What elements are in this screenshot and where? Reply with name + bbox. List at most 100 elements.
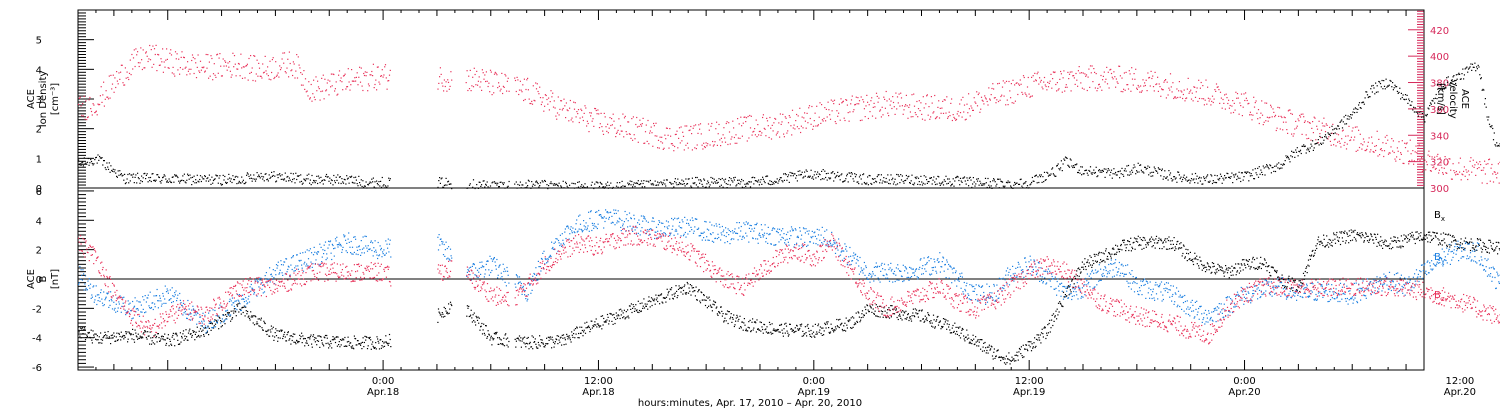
data-point [1314,143,1316,145]
data-point [1081,72,1083,74]
data-point [613,317,615,319]
data-point [786,179,788,181]
data-point [1253,96,1255,98]
data-point [1072,166,1074,169]
data-point [652,298,654,300]
data-point [389,178,391,180]
data-point [1249,111,1251,113]
data-point [1147,72,1149,74]
data-point [968,177,970,179]
data-point [632,184,634,186]
data-point [635,304,637,306]
data-point [531,181,533,183]
data-point [338,70,341,72]
data-point [125,333,127,335]
data-point [767,332,769,334]
data-point [871,115,874,117]
data-point [491,94,493,96]
data-point [553,183,555,185]
data-point [1341,127,1344,129]
data-point [213,178,215,181]
data-point [379,83,381,85]
data-point [1417,112,1419,114]
data-point [1308,137,1310,139]
data-point [1214,89,1216,91]
data-point [1163,176,1165,178]
data-point [296,340,298,342]
data-point [546,98,548,101]
data-point [530,346,533,348]
data-point [1291,113,1293,115]
data-point [1496,142,1498,144]
data-point [320,176,322,178]
data-point [275,181,277,183]
data-point [643,180,645,182]
data-point [270,79,272,81]
data-point [701,183,703,185]
data-point [191,59,193,62]
data-point [170,343,172,345]
data-point [902,113,904,115]
data-point [500,343,502,345]
data-point [995,102,997,104]
data-point [806,112,808,114]
data-point [656,184,658,186]
data-point [713,144,715,146]
data-point [1036,73,1038,75]
data-point [642,305,644,307]
data-point [728,177,731,179]
data-point [174,333,176,335]
data-point [632,307,634,309]
data-point [901,175,903,177]
y-tick-label: -6 [32,363,42,374]
data-point [340,182,342,185]
data-point [577,181,579,183]
data-point [639,302,641,305]
data-point [149,59,152,61]
data-point [586,186,588,188]
data-point [671,143,673,145]
data-point [551,96,553,98]
data-point [728,180,730,182]
data-point [1186,88,1188,90]
data-point [1266,164,1268,166]
data-point [581,109,583,112]
data-point [1102,169,1104,171]
data-point [1139,91,1141,93]
data-point [537,183,539,185]
data-point [1296,125,1298,127]
data-point [884,181,886,183]
data-point [939,107,941,109]
data-point [548,97,550,99]
data-point [654,135,656,137]
data-point [1378,80,1380,83]
data-point [343,74,345,77]
data-point [351,181,353,183]
data-point [220,184,223,186]
data-point [383,345,386,347]
data-point [271,171,273,173]
data-point [1294,156,1296,158]
data-point [105,334,107,336]
data-point [175,174,177,176]
data-point [468,75,470,77]
data-point [619,182,621,184]
data-point [265,70,267,72]
data-point [706,145,708,147]
data-point [730,178,732,180]
data-point [712,145,714,147]
data-point [163,61,165,63]
data-point [190,177,192,179]
data-point [1176,181,1178,183]
data-point [174,345,176,347]
data-point [1104,81,1106,83]
data-point [295,172,297,174]
data-point [482,72,484,74]
data-point [1393,151,1395,154]
data-point [1341,138,1343,140]
data-point [726,310,729,312]
data-point [317,340,320,342]
data-point [554,184,556,186]
data-point [214,319,216,321]
data-point [1224,177,1226,179]
